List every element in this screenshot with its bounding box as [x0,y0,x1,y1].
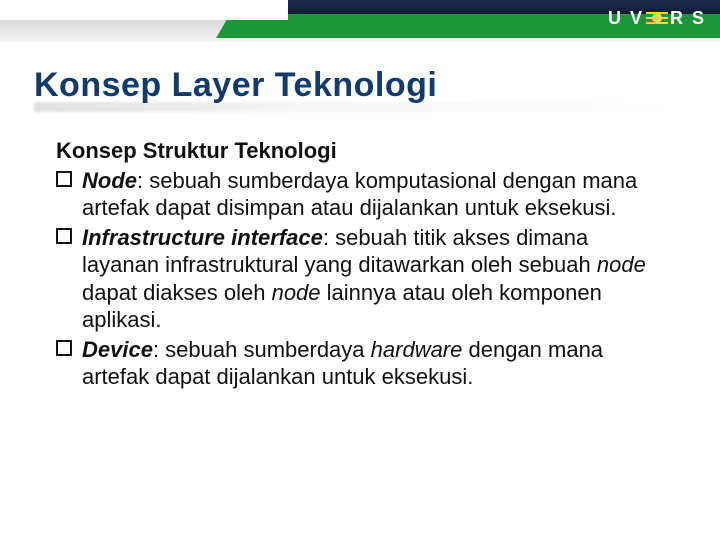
sun-icon [648,9,666,27]
list-item: Infrastructure interface: sebuah titik a… [56,224,670,334]
brand-logo: U V R S [608,4,706,32]
slide-body: Konsep Struktur Teknologi Node: sebuah s… [0,111,720,391]
bullet-list: Node: sebuah sumberdaya komputasional de… [56,167,670,391]
bullet-term: Node [82,168,137,193]
logo-text-right: R S [670,8,706,29]
bullet-text: : sebuah sumberdaya [153,337,371,362]
checkbox-icon [56,228,72,244]
body-subheading: Konsep Struktur Teknologi [56,137,670,165]
inline-italic: hardware [371,337,463,362]
checkbox-icon [56,340,72,356]
bullet-term: Infrastructure interface [82,225,323,250]
list-item: Device: sebuah sumberdaya hardware denga… [56,336,670,391]
slide-header: U V R S [0,0,720,48]
header-white-bar [0,0,288,20]
title-underline-shadow [34,102,686,112]
inline-italic: node [272,280,321,305]
checkbox-icon [56,171,72,187]
list-item: Node: sebuah sumberdaya komputasional de… [56,167,670,222]
bullet-text: : sebuah sumberdaya komputasional dengan… [82,168,637,221]
inline-italic: node [597,252,646,277]
logo-text-left: U V [608,8,644,29]
bullet-term: Device [82,337,153,362]
slide-title: Konsep Layer Teknologi [34,66,686,105]
bullet-text: dapat diakses oleh [82,280,272,305]
